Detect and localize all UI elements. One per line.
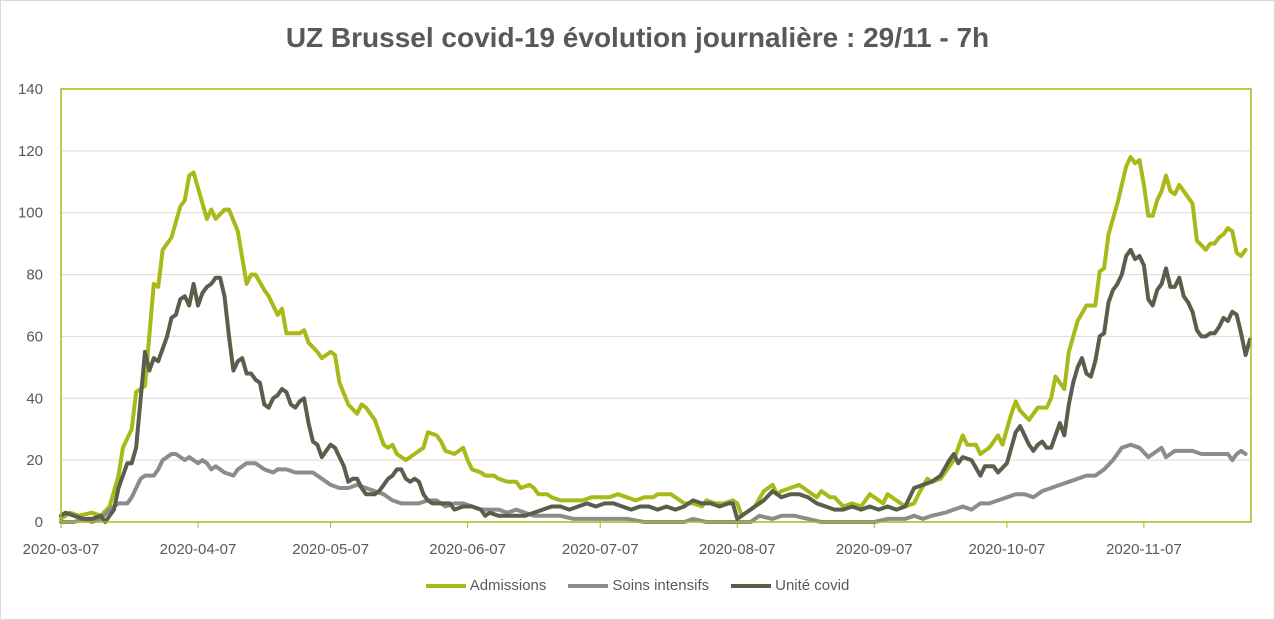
y-tick-label-40: 40 xyxy=(26,390,43,407)
legend-item-soins-intensifs: Soins intensifs xyxy=(568,577,709,594)
chart-title: UZ Brussel covid-19 évolution journalièr… xyxy=(285,22,990,53)
legend-label-unite-covid: Unité covid xyxy=(775,577,850,594)
legend: Admissions Soins intensifs Unité covid xyxy=(0,577,1275,594)
series-line-unit-covid xyxy=(59,247,1252,524)
x-tick-label-2020-08-07: 2020-08-07 xyxy=(699,541,776,558)
legend-swatch-soins-intensifs xyxy=(568,583,609,588)
series-line-soins-intensifs xyxy=(59,442,1248,524)
y-tick-label-0: 0 xyxy=(35,514,43,531)
gridlines xyxy=(60,150,1251,528)
y-tick-label-80: 80 xyxy=(26,267,43,284)
x-tick-label-2020-04-07: 2020-04-07 xyxy=(160,541,237,558)
legend-item-unite-covid: Unité covid xyxy=(731,577,849,594)
legend-label-admissions: Admissions xyxy=(469,577,547,594)
legend-label-soins-intensifs: Soins intensifs xyxy=(612,577,710,594)
y-tick-label-60: 60 xyxy=(26,328,43,345)
legend-swatch-admissions xyxy=(425,583,466,588)
y-tick-label-100: 100 xyxy=(18,205,43,222)
x-tick-label-2020-05-07: 2020-05-07 xyxy=(292,541,369,558)
y-axis-ticks: 0 20 40 60 80 100 120 140 xyxy=(18,81,43,531)
plot-area-border xyxy=(60,88,1252,523)
legend-swatch-unite-covid xyxy=(731,583,772,588)
x-tick-label-2020-06-07: 2020-06-07 xyxy=(429,541,506,558)
y-tick-label-20: 20 xyxy=(26,452,43,469)
series-line-admissions xyxy=(59,155,1248,521)
x-tick-label-2020-10-07: 2020-10-07 xyxy=(969,541,1046,558)
y-tick-label-120: 120 xyxy=(18,143,43,160)
x-tick-label-2020-03-07: 2020-03-07 xyxy=(23,541,100,558)
x-axis-ticks: 2020-03-07 2020-04-07 2020-05-07 2020-06-07… xyxy=(23,541,1182,558)
x-tick-label-2020-09-07: 2020-09-07 xyxy=(836,541,913,558)
y-tick-label-140: 140 xyxy=(18,81,43,98)
x-tick-label-2020-11-07: 2020-11-07 xyxy=(1106,541,1182,558)
series-lines xyxy=(59,155,1252,524)
x-tick-label-2020-07-07: 2020-07-07 xyxy=(562,541,639,558)
legend-item-admissions: Admissions xyxy=(425,577,547,594)
